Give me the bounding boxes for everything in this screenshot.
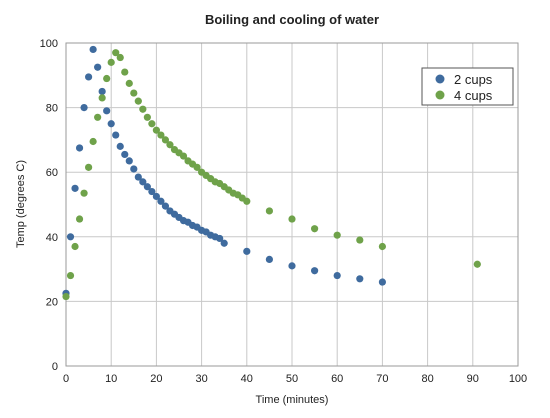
data-point-2-cups (143, 183, 151, 191)
data-point-4-cups (378, 242, 386, 251)
legend-marker-2-cups (435, 74, 445, 84)
grid-layer (65, 42, 519, 367)
data-point-4-cups (243, 197, 251, 205)
y-tick-label: 0 (52, 361, 58, 373)
data-point-2-cups (356, 275, 364, 283)
x-tick-label: 90 (467, 373, 479, 385)
data-point-4-cups (98, 94, 106, 102)
legend-label-4-cups: 4 cups (454, 88, 493, 103)
tick-labels: 0 10 20 30 40 50 60 70 80 90 100 0 20 40 60 80 100 (40, 38, 528, 385)
data-point-2-cups (103, 107, 111, 115)
data-point-2-cups (265, 255, 273, 264)
chart-title: Boiling and cooling of water (205, 12, 379, 27)
data-points (62, 45, 481, 301)
data-point-2-cups (288, 262, 296, 270)
data-point-4-cups (265, 207, 273, 215)
data-point-4-cups (157, 131, 165, 139)
data-point-2-cups (161, 202, 170, 210)
y-tick-label: 20 (46, 296, 58, 308)
data-point-2-cups (75, 144, 84, 152)
x-tick-label: 60 (331, 373, 343, 385)
data-point-2-cups (89, 45, 97, 54)
data-point-2-cups (66, 233, 75, 241)
data-point-2-cups (243, 247, 251, 255)
data-point-4-cups (71, 242, 79, 251)
legend-marker-4-cups (435, 90, 445, 100)
data-point-2-cups (112, 131, 120, 139)
x-tick-label: 80 (421, 373, 433, 385)
data-point-4-cups (193, 163, 201, 171)
y-tick-label: 80 (46, 103, 58, 115)
x-tick-label: 40 (241, 373, 253, 385)
data-point-2-cups (139, 178, 147, 186)
data-point-2-cups (157, 197, 165, 205)
data-point-4-cups (80, 189, 88, 197)
data-point-4-cups (85, 163, 93, 171)
data-point-4-cups (139, 105, 147, 113)
data-point-4-cups (121, 68, 129, 76)
x-tick-label: 10 (105, 373, 117, 385)
data-point-2-cups (311, 267, 319, 275)
data-point-4-cups (473, 260, 481, 268)
data-point-2-cups (130, 165, 138, 173)
data-point-4-cups (166, 141, 174, 149)
legend-label-2-cups: 2 cups (454, 72, 493, 87)
data-point-4-cups (179, 152, 188, 160)
data-point-4-cups (134, 97, 142, 105)
x-tick-label: 0 (63, 373, 69, 385)
x-axis-label: Time (minutes) (256, 394, 329, 406)
data-point-4-cups (333, 231, 341, 239)
data-point-4-cups (311, 225, 319, 233)
data-point-4-cups (112, 49, 120, 57)
data-point-2-cups (71, 184, 79, 192)
data-point-4-cups (148, 120, 156, 128)
data-point-2-cups (107, 120, 115, 128)
data-point-4-cups (89, 137, 97, 146)
data-point-4-cups (130, 89, 138, 97)
data-point-2-cups (94, 63, 102, 71)
data-point-2-cups (85, 73, 93, 81)
data-point-2-cups (148, 187, 156, 196)
x-tick-label: 20 (150, 373, 162, 385)
data-point-4-cups (103, 74, 111, 83)
data-point-2-cups (134, 173, 142, 181)
data-point-2-cups (125, 157, 133, 165)
data-point-4-cups (143, 113, 151, 121)
y-tick-label: 40 (46, 232, 58, 244)
data-point-2-cups (378, 278, 386, 286)
data-point-2-cups (116, 142, 124, 150)
data-point-2-cups (333, 271, 341, 280)
x-tick-label: 50 (286, 373, 298, 385)
data-point-2-cups (220, 239, 228, 247)
data-point-4-cups (62, 292, 70, 301)
data-point-4-cups (94, 113, 102, 121)
plot-frame (65, 42, 519, 367)
data-point-4-cups (288, 215, 296, 223)
data-point-4-cups (125, 79, 133, 87)
data-point-4-cups (66, 271, 75, 280)
data-point-4-cups (356, 236, 364, 244)
x-tick-label: 70 (376, 373, 388, 385)
x-tick-label: 30 (195, 373, 207, 385)
legend: 2 cups 4 cups (421, 67, 514, 106)
data-point-4-cups (152, 126, 160, 134)
data-point-2-cups (152, 192, 160, 201)
data-point-2-cups (121, 150, 129, 159)
y-axis-label: Temp (degrees C) (15, 160, 27, 248)
y-tick-label: 60 (46, 167, 58, 179)
data-point-2-cups (80, 104, 88, 112)
data-point-2-cups (98, 87, 106, 96)
data-point-4-cups (161, 136, 170, 144)
legend-box (421, 67, 514, 106)
y-tick-label: 100 (40, 38, 58, 50)
data-point-4-cups (116, 53, 124, 62)
data-point-2-cups (216, 234, 224, 243)
x-tick-label: 100 (509, 373, 527, 385)
data-point-4-cups (107, 58, 115, 66)
data-point-4-cups (75, 215, 84, 223)
